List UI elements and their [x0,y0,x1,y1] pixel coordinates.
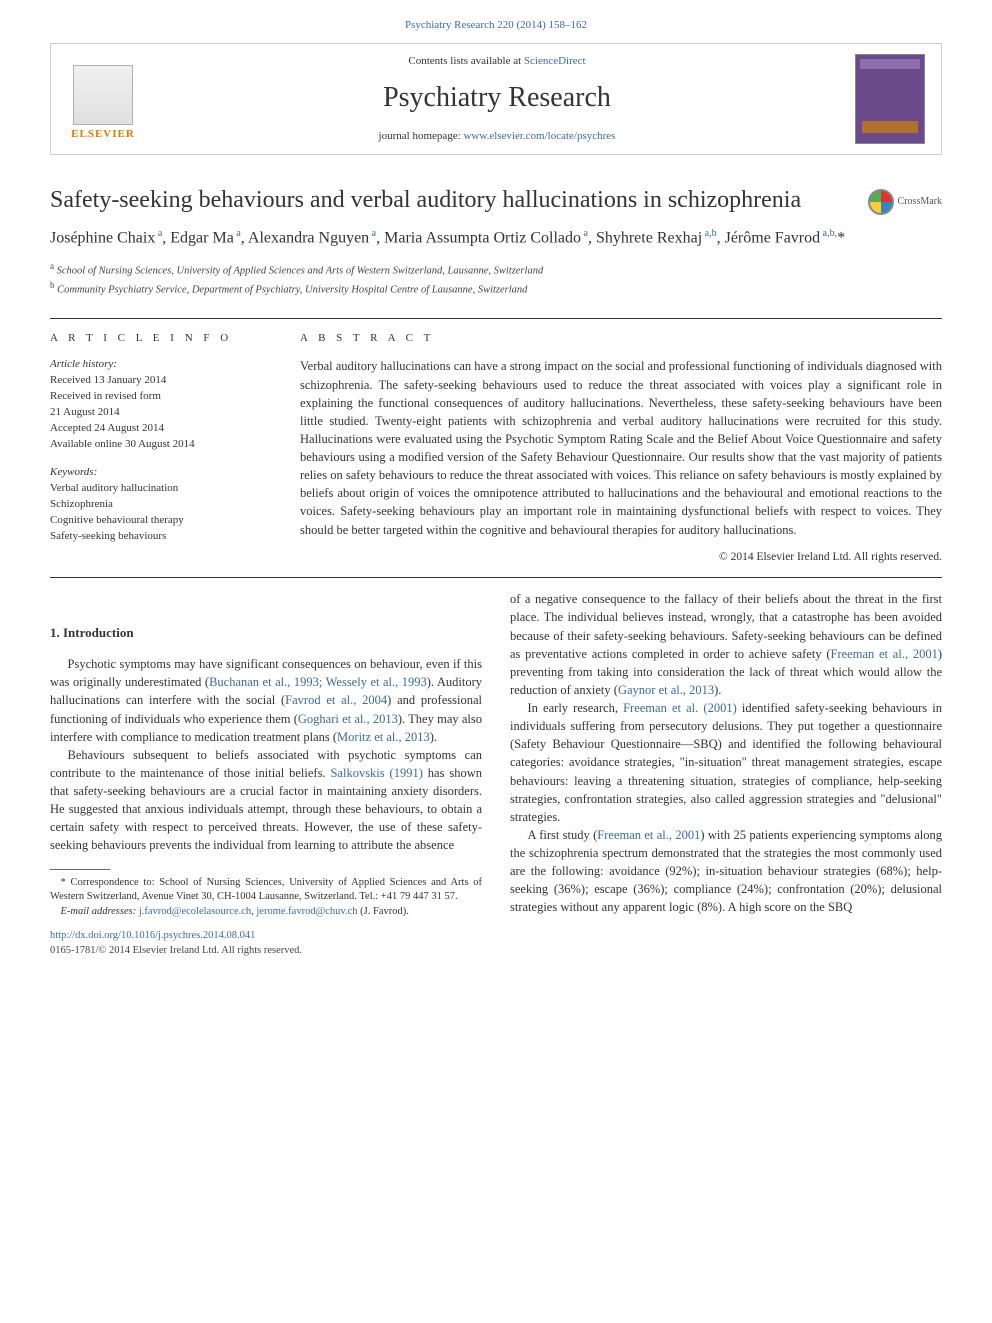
email-link[interactable]: jerome.favrod@chuv.ch [256,906,357,917]
history-line: Received in revised form [50,389,270,405]
divider [50,577,942,578]
body-p5: A first study (Freeman et al., 2001) wit… [510,826,942,917]
email-link[interactable]: j.favrod@ecolelasource.ch [139,906,251,917]
body-p2: Behaviours subsequent to beliefs associa… [50,746,482,855]
text: ). [430,730,437,744]
crossmark-icon [868,189,894,215]
history-line: Available online 30 August 2014 [50,437,270,453]
keyword: Verbal auditory hallucination [50,481,270,497]
article-title: Safety-seeking behaviours and verbal aud… [50,185,801,215]
text: ). [714,683,721,697]
article-info-heading: A R T I C L E I N F O [50,331,270,347]
abstract-copyright: © 2014 Elsevier Ireland Ltd. All rights … [300,549,942,566]
header-center: Contents lists available at ScienceDirec… [139,54,855,144]
article-info: A R T I C L E I N F O Article history: R… [50,331,270,565]
cite-link[interactable]: Salkovskis (1991) [330,766,422,780]
elsevier-label: ELSEVIER [71,127,135,142]
article-history-block: Article history: Received 13 January 201… [50,357,270,453]
homepage-line: journal homepage: www.elsevier.com/locat… [139,129,855,144]
title-row: Safety-seeking behaviours and verbal aud… [50,185,942,227]
body-columns: 1. Introduction Psychotic symptoms may h… [50,590,942,958]
text: A first study ( [528,828,598,842]
abstract-text: Verbal auditory hallucinations can have … [300,357,942,538]
cite-link[interactable]: Buchanan et al., 1993; Wessely et al., 1… [209,675,427,689]
keywords-block: Keywords: Verbal auditory hallucination … [50,465,270,545]
history-line: Accepted 24 August 2014 [50,421,270,437]
affiliations: a School of Nursing Sciences, University… [50,260,942,298]
citation-pages: 220 (2014) 158–162 [497,19,587,31]
header-citation: Psychiatry Research 220 (2014) 158–162 [50,18,942,33]
abstract: A B S T R A C T Verbal auditory hallucin… [300,331,942,565]
elsevier-logo[interactable]: ELSEVIER [67,57,139,142]
citation-link[interactable]: Psychiatry Research 220 (2014) 158–162 [405,19,587,31]
abstract-heading: A B S T R A C T [300,331,942,347]
footnote-block: * Correspondence to: School of Nursing S… [50,869,482,959]
issn-line: 0165-1781/© 2014 Elsevier Ireland Ltd. A… [50,943,482,958]
cite-link[interactable]: Freeman et al., 2001 [831,647,938,661]
keyword: Safety-seeking behaviours [50,529,270,545]
body-p4: In early research, Freeman et al. (2001)… [510,699,942,826]
doi-link[interactable]: http://dx.doi.org/10.1016/j.psychres.201… [50,928,482,943]
intro-heading: 1. Introduction [50,624,482,643]
cite-link[interactable]: Goghari et al., 2013 [298,712,398,726]
cite-link[interactable]: Moritz et al., 2013 [337,730,430,744]
citation-journal: Psychiatry Research [405,19,495,31]
crossmark-badge[interactable]: CrossMark [868,189,942,215]
contents-prefix: Contents lists available at [408,55,523,67]
elsevier-tree-icon [73,65,133,125]
crossmark-label: CrossMark [898,195,942,209]
journal-name: Psychiatry Research [139,78,855,117]
authors-list: Joséphine Chaix a, Edgar Ma a, Alexandra… [50,227,942,250]
affiliation-a: a School of Nursing Sciences, University… [50,260,942,279]
body-p1: Psychotic symptoms may have significant … [50,655,482,746]
email-line: E-mail addresses: j.favrod@ecolelasource… [50,905,482,920]
cite-link[interactable]: Freeman et al. (2001) [623,701,737,715]
text: identified safety-seeking behaviours in … [510,701,942,824]
keyword: Schizophrenia [50,497,270,513]
history-line: Received 13 January 2014 [50,373,270,389]
affiliation-b: b Community Psychiatry Service, Departme… [50,279,942,298]
history-label: Article history: [50,357,270,373]
doi-text: http://dx.doi.org/10.1016/j.psychres.201… [50,930,255,941]
contents-line: Contents lists available at ScienceDirec… [139,54,855,69]
body-p3: of a negative consequence to the fallacy… [510,590,942,699]
info-abstract-row: A R T I C L E I N F O Article history: R… [50,331,942,565]
homepage-prefix: journal homepage: [379,130,464,142]
affiliation-b-text: Community Psychiatry Service, Department… [57,285,527,296]
footnote-separator [50,869,110,870]
divider [50,318,942,319]
journal-header: ELSEVIER Contents lists available at Sci… [50,43,942,155]
correspondence: * Correspondence to: School of Nursing S… [50,876,482,905]
homepage-link[interactable]: www.elsevier.com/locate/psychres [463,130,615,142]
keywords-label: Keywords: [50,465,270,481]
sciencedirect-link[interactable]: ScienceDirect [524,55,586,67]
history-line: 21 August 2014 [50,405,270,421]
cite-link[interactable]: Gaynor et al., 2013 [618,683,714,697]
text: (J. Favrod). [358,906,409,917]
cite-link[interactable]: Freeman et al., 2001 [597,828,700,842]
footnotes: * Correspondence to: School of Nursing S… [50,876,482,920]
cite-link[interactable]: Favrod et al., 2004 [285,693,387,707]
keyword: Cognitive behavioural therapy [50,513,270,529]
journal-cover-thumbnail[interactable] [855,54,925,144]
email-label: E-mail addresses: [61,906,137,917]
affiliation-a-text: School of Nursing Sciences, University o… [57,266,544,277]
text: In early research, [528,701,624,715]
